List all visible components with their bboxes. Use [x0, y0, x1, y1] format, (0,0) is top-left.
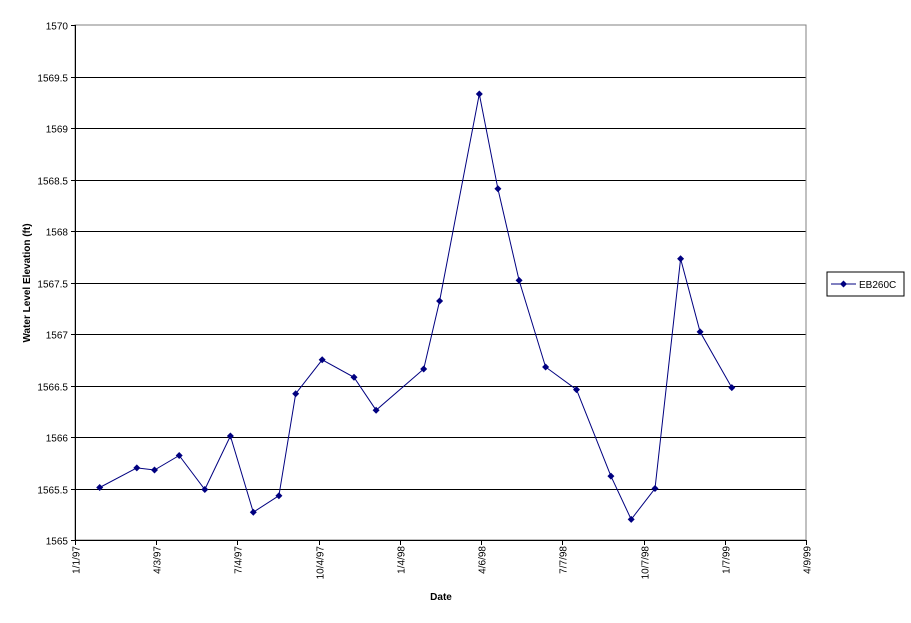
x-tick-label: 10/7/98: [641, 546, 652, 580]
data-point: [420, 365, 428, 373]
y-tick-label: 1565: [46, 537, 69, 548]
y-tick-labels: 1565 1565.5 1566 1566.5 1567 1567.5 1568 1568.5…: [37, 22, 68, 548]
y-tick-label: 1565.5: [37, 486, 68, 497]
data-point: [494, 185, 502, 193]
x-tick-label: 1/4/98: [397, 546, 408, 574]
y-tick-label: 1567.5: [37, 280, 68, 291]
data-point: [542, 363, 550, 371]
data-point: [292, 390, 300, 398]
x-tick-label: 4/9/99: [803, 546, 814, 574]
data-point: [226, 432, 234, 440]
y-axis-title: Water Level Elevation (ft): [22, 223, 33, 342]
data-point: [607, 472, 615, 480]
x-tick-label: 1/1/97: [72, 546, 83, 574]
x-tick-labels: 1/1/97 4/3/97 7/4/97 10/4/97 1/4/98 4/6/98 7/7…: [72, 546, 814, 580]
gridlines: [75, 77, 806, 490]
data-point: [151, 466, 158, 474]
y-tick-label: 1570: [46, 22, 69, 33]
x-tick-label: 4/6/98: [478, 546, 489, 574]
y-tick-label: 1569.5: [37, 74, 68, 85]
data-point: [515, 276, 523, 284]
axes: [71, 25, 807, 545]
y-tick-label: 1566: [46, 434, 69, 445]
data-point: [651, 485, 659, 492]
series-layer: [96, 90, 736, 523]
data-point: [96, 484, 104, 491]
legend-label: EB260C: [859, 280, 896, 291]
data-point: [696, 328, 704, 336]
data-point: [372, 406, 380, 414]
data-point: [677, 255, 685, 263]
data-point: [133, 464, 141, 472]
x-tick-label: 1/7/99: [722, 546, 733, 574]
y-tick-label: 1567: [46, 331, 69, 342]
data-point: [201, 486, 209, 493]
data-point: [573, 386, 580, 394]
data-point: [475, 90, 483, 98]
y-tick-label: 1568: [46, 228, 69, 239]
data-point: [275, 492, 283, 500]
x-tick-label: 4/3/97: [153, 546, 164, 574]
data-point: [175, 452, 183, 459]
data-point: [728, 384, 736, 392]
legend-marker: [840, 280, 847, 288]
series-line: [99, 93, 733, 521]
legend: EB260C: [826, 271, 905, 297]
y-tick-label: 1566.5: [37, 383, 68, 394]
data-point: [350, 373, 358, 381]
x-tick-label: 7/7/98: [559, 546, 570, 574]
y-tick-label: 1568.5: [37, 177, 68, 188]
data-point: [318, 356, 326, 364]
data-point: [249, 508, 257, 516]
data-point: [627, 515, 635, 523]
x-axis-title: Date: [430, 592, 452, 603]
x-tick-label: 7/4/97: [234, 546, 245, 574]
x-tick-label: 10/4/97: [316, 546, 327, 580]
data-point: [436, 297, 444, 305]
y-tick-label: 1569: [46, 125, 69, 136]
